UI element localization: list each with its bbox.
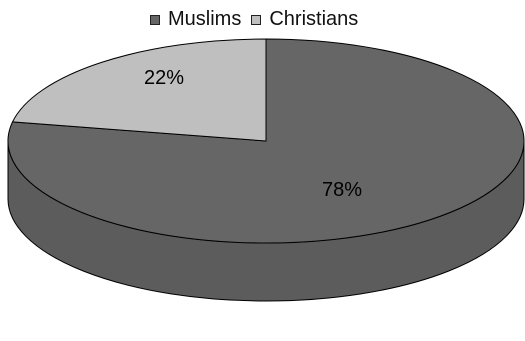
legend-swatch-christians [251,14,262,25]
slice-label-christians: 22% [144,67,184,89]
legend-swatch-muslims [150,14,160,25]
pie-slice-christians [11,38,267,142]
legend-item-muslims: Muslims [150,8,241,31]
slice-label-muslims: 78% [322,179,362,201]
chart-legend: Muslims Christians [150,8,368,31]
legend-label-muslims: Muslims [168,8,242,30]
legend-item-christians: Christians [251,8,358,31]
legend-label-christians: Christians [269,8,359,30]
